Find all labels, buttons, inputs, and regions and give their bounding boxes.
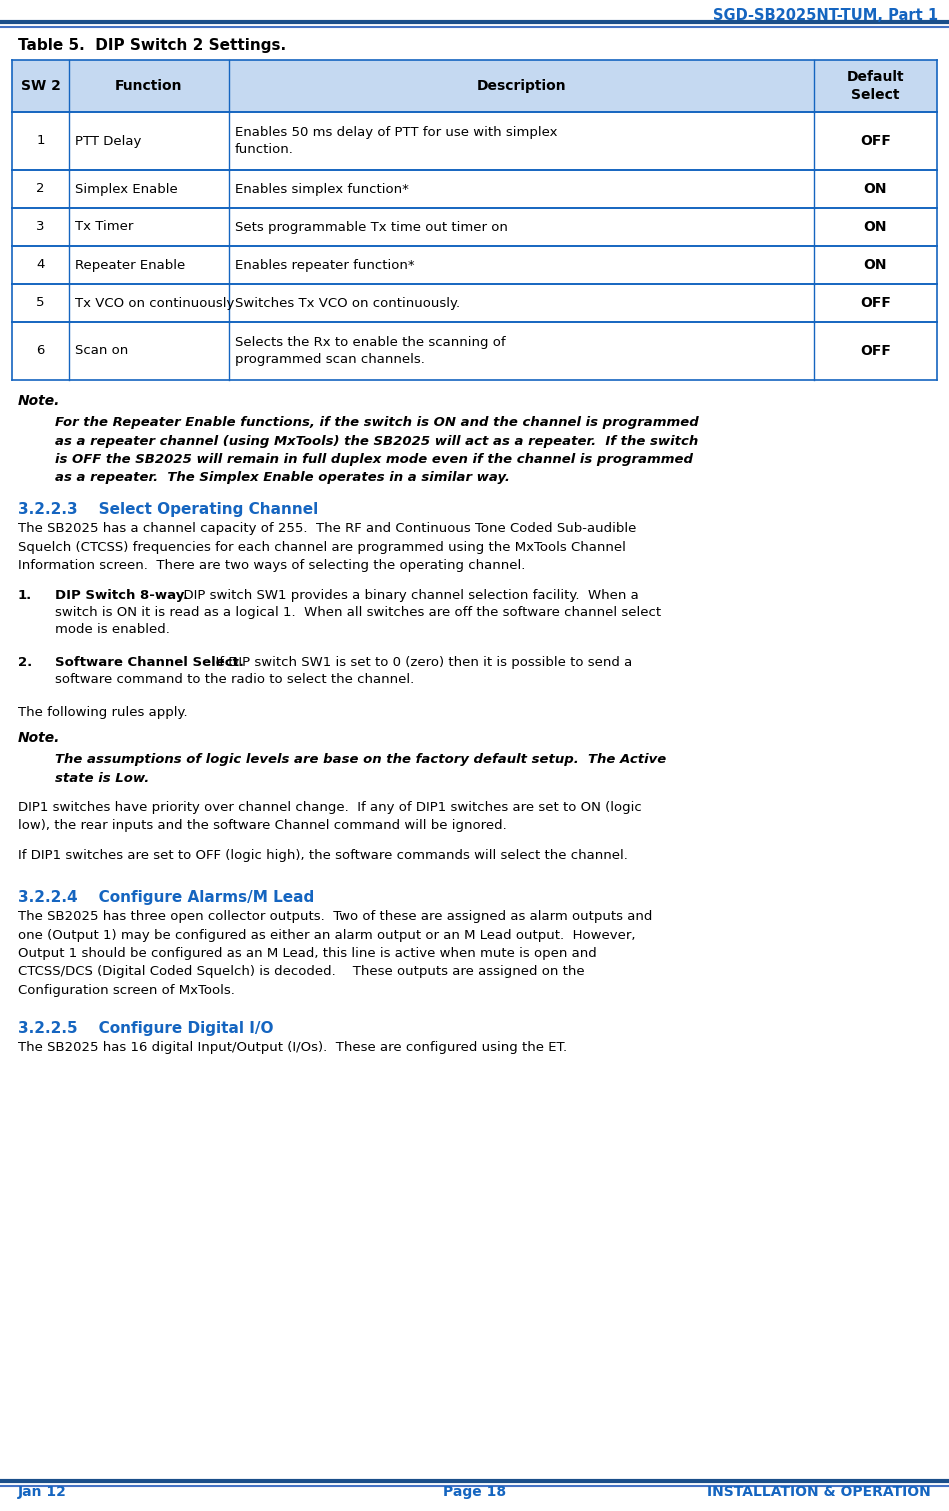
- Bar: [12, 171, 937, 209]
- Bar: [12, 322, 937, 379]
- Text: ON: ON: [864, 221, 887, 234]
- Text: 4: 4: [36, 258, 45, 272]
- Text: Page 18: Page 18: [443, 1485, 506, 1499]
- Text: 3: 3: [36, 221, 45, 234]
- Text: For the Repeater Enable functions, if the switch is ON and the channel is progra: For the Repeater Enable functions, if th…: [55, 416, 698, 485]
- Text: DIP Switch 8-way.: DIP Switch 8-way.: [55, 589, 188, 601]
- Text: Selects the Rx to enable the scanning of
programmed scan channels.: Selects the Rx to enable the scanning of…: [235, 335, 506, 366]
- Text: 2: 2: [36, 183, 45, 195]
- Text: PTT Delay: PTT Delay: [75, 134, 141, 148]
- Text: Default
Select: Default Select: [847, 71, 904, 101]
- Text: 3.2.2.4    Configure Alarms/M Lead: 3.2.2.4 Configure Alarms/M Lead: [18, 890, 314, 905]
- Text: Repeater Enable: Repeater Enable: [75, 258, 185, 272]
- Text: 3.2.2.3    Select Operating Channel: 3.2.2.3 Select Operating Channel: [18, 502, 318, 517]
- Text: The SB2025 has 16 digital Input/Output (I/Os).  These are configured using the E: The SB2025 has 16 digital Input/Output (…: [18, 1041, 568, 1055]
- Text: Switches Tx VCO on continuously.: Switches Tx VCO on continuously.: [235, 296, 460, 310]
- Text: 3.2.2.5    Configure Digital I/O: 3.2.2.5 Configure Digital I/O: [18, 1021, 273, 1037]
- Text: ON: ON: [864, 258, 887, 272]
- Text: 1.: 1.: [18, 589, 32, 601]
- Bar: [12, 60, 937, 112]
- Text: 1: 1: [36, 134, 45, 148]
- Text: The SB2025 has three open collector outputs.  Two of these are assigned as alarm: The SB2025 has three open collector outp…: [18, 910, 652, 997]
- Text: INSTALLATION & OPERATION: INSTALLATION & OPERATION: [707, 1485, 931, 1499]
- Text: DIP1 switches have priority over channel change.  If any of DIP1 switches are se: DIP1 switches have priority over channel…: [18, 801, 642, 833]
- Text: Tx Timer: Tx Timer: [75, 221, 134, 234]
- Text: DIP switch SW1 provides a binary channel selection facility.  When a: DIP switch SW1 provides a binary channel…: [175, 589, 639, 601]
- Text: OFF: OFF: [860, 345, 891, 358]
- Text: OFF: OFF: [860, 296, 891, 310]
- Text: Tx VCO on continuously: Tx VCO on continuously: [75, 296, 234, 310]
- Text: Scan on: Scan on: [75, 345, 128, 358]
- Text: switch is ON it is read as a logical 1.  When all switches are off the software : switch is ON it is read as a logical 1. …: [55, 606, 661, 620]
- Text: Function: Function: [115, 79, 183, 94]
- Text: Description: Description: [476, 79, 567, 94]
- Text: mode is enabled.: mode is enabled.: [55, 623, 170, 636]
- Text: Simplex Enable: Simplex Enable: [75, 183, 177, 195]
- Text: 2.: 2.: [18, 656, 32, 669]
- Text: The assumptions of logic levels are base on the factory default setup.  The Acti: The assumptions of logic levels are base…: [55, 752, 666, 784]
- Text: Note.: Note.: [18, 731, 61, 745]
- Text: SW 2: SW 2: [21, 79, 61, 94]
- Text: Software Channel Select.: Software Channel Select.: [55, 656, 244, 669]
- Text: 5: 5: [36, 296, 45, 310]
- Text: Enables simplex function*: Enables simplex function*: [235, 183, 409, 195]
- Text: The SB2025 has a channel capacity of 255.  The RF and Continuous Tone Coded Sub-: The SB2025 has a channel capacity of 255…: [18, 521, 637, 573]
- Text: SGD-SB2025NT-TUM, Part 1: SGD-SB2025NT-TUM, Part 1: [713, 8, 938, 23]
- Text: Note.: Note.: [18, 394, 61, 408]
- Text: OFF: OFF: [860, 134, 891, 148]
- Text: 6: 6: [36, 345, 45, 358]
- Bar: [12, 112, 937, 171]
- Bar: [12, 209, 937, 246]
- Text: Enables repeater function*: Enables repeater function*: [235, 258, 415, 272]
- Text: The following rules apply.: The following rules apply.: [18, 706, 188, 719]
- Text: If DIP switch SW1 is set to 0 (zero) then it is possible to send a: If DIP switch SW1 is set to 0 (zero) the…: [207, 656, 632, 669]
- Text: Sets programmable Tx time out timer on: Sets programmable Tx time out timer on: [235, 221, 508, 234]
- Text: Table 5.  DIP Switch 2 Settings.: Table 5. DIP Switch 2 Settings.: [18, 38, 287, 53]
- Text: If DIP1 switches are set to OFF (logic high), the software commands will select : If DIP1 switches are set to OFF (logic h…: [18, 849, 628, 861]
- Bar: [12, 284, 937, 322]
- Text: Enables 50 ms delay of PTT for use with simplex
function.: Enables 50 ms delay of PTT for use with …: [235, 125, 557, 156]
- Text: Jan 12: Jan 12: [18, 1485, 66, 1499]
- Bar: [12, 246, 937, 284]
- Text: ON: ON: [864, 181, 887, 196]
- Text: software command to the radio to select the channel.: software command to the radio to select …: [55, 672, 415, 686]
